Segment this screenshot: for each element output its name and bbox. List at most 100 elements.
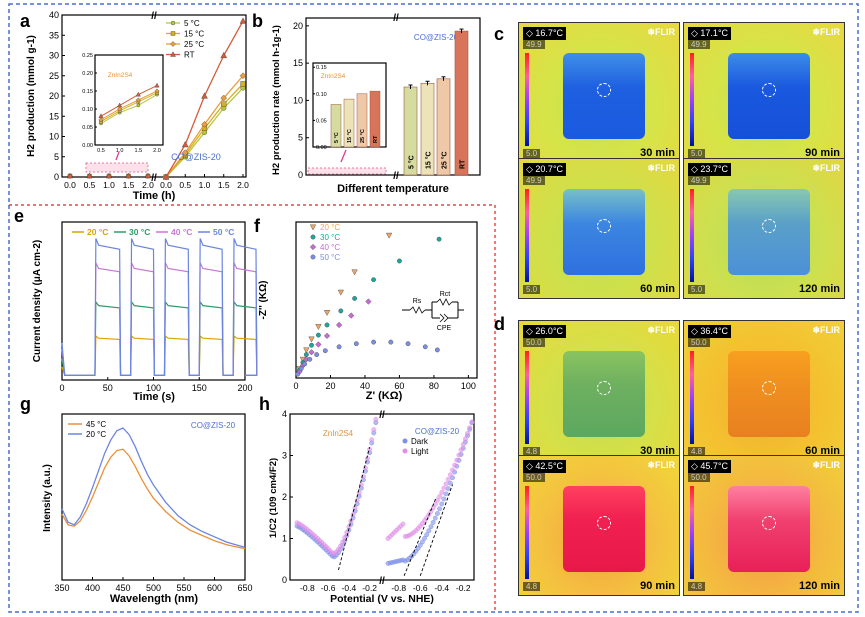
data-point-f xyxy=(365,298,372,305)
elapsed-time-label: 60 min xyxy=(640,283,675,295)
elapsed-time-label: 120 min xyxy=(799,283,840,295)
x-tick-label-h: -0.4 xyxy=(434,583,449,593)
data-point-a xyxy=(201,92,208,99)
y-axis-label-h: 1/C2 (109 cm4/F2) xyxy=(268,458,279,538)
x-tick-label-h: -0.6 xyxy=(321,583,336,593)
panel-h: // // 0 1 2 3 4 -0.8 -0.6 -0.4 -0.2 -0.8 -0.6 -0.4 -0.… xyxy=(268,409,475,605)
circuit-label-cpe: CPE xyxy=(437,325,452,332)
highlight-arrow-a xyxy=(115,151,120,161)
data-point-f xyxy=(302,361,308,367)
series-label-g: CO@ZIS-20 xyxy=(191,421,236,430)
inset-bar-b xyxy=(369,90,381,148)
inset-y-tick-label-b: 0.15 xyxy=(316,65,327,71)
legend-label-g: 20 °C xyxy=(86,430,106,439)
panel-label-e: e xyxy=(14,206,24,226)
thermal-color-scale xyxy=(525,53,529,146)
temperature-readout: ◇ 26.0°C xyxy=(523,325,567,338)
data-point-h xyxy=(437,494,442,499)
inset-y-tick-label-a: 0.15 xyxy=(82,89,93,95)
x-tick-label-a: 1.5 xyxy=(123,180,135,190)
temperature-readout: ◇ 42.5°C xyxy=(523,460,567,473)
inset-x-tick-label-a: 0.5 xyxy=(97,148,105,154)
data-point-h xyxy=(430,520,436,525)
x-tick-label-g: 650 xyxy=(237,583,252,593)
y-tick-label-a: 35 xyxy=(49,30,59,40)
tangent-line-h-right-dark xyxy=(419,484,453,576)
thermal-image: ◇ 20.7°C ❄FLIR 49.9 5.0 60 min xyxy=(518,158,680,299)
flir-logo: ❄FLIR xyxy=(812,27,840,37)
data-point-a-left xyxy=(106,172,112,179)
x-axis-label-f: Z' (KΩ) xyxy=(366,390,403,402)
x-axis-label-a: Time (h) xyxy=(133,190,176,202)
data-point-f xyxy=(338,308,344,314)
data-point-h xyxy=(435,511,440,516)
temperature-readout: ◇ 17.1°C xyxy=(688,27,732,40)
axis-break-mark-h-bottom: // xyxy=(379,576,385,587)
y-tick-label-a: 40 xyxy=(49,10,59,20)
inset-bar-label-b: RT xyxy=(373,135,379,143)
legend-marker-h xyxy=(402,448,408,454)
data-point-f xyxy=(336,344,342,350)
inset-x-tick-label-a: 1.0 xyxy=(116,148,124,154)
data-point-f xyxy=(295,371,301,377)
temperature-readout: ◇ 36.4°C xyxy=(688,325,732,338)
data-point-h xyxy=(462,436,468,442)
inset-bar-label-b: 25 °C xyxy=(360,129,366,143)
inset-bar-label-b: 15 °C xyxy=(347,129,353,143)
inset-y-tick-label-b: 0.00 xyxy=(316,145,327,151)
y-tick-label-h: 4 xyxy=(282,409,287,419)
highlight-arrow-b xyxy=(340,149,347,163)
data-point-h xyxy=(458,447,464,453)
data-point-f xyxy=(351,269,358,276)
data-point-h xyxy=(422,535,427,541)
data-point-h xyxy=(342,535,348,540)
thermal-image: ◇ 26.0°C ❄FLIR 50.0 4.8 30 min xyxy=(518,320,680,461)
inset-y-tick-label-a: 0.20 xyxy=(82,71,93,77)
circuit-label-rs: Rs xyxy=(413,298,422,305)
scale-min-value: 4.8 xyxy=(523,582,541,591)
thermal-color-scale xyxy=(525,351,529,444)
legend-label-e: 20 °C xyxy=(87,227,108,237)
legend-label-a: RT xyxy=(184,51,195,60)
inset-y-tick-label-b: 0.05 xyxy=(316,118,327,124)
legend-label-f: 50 °C xyxy=(320,253,340,262)
data-point-h xyxy=(338,543,343,549)
data-point-f xyxy=(336,321,343,329)
y-tick-label-a: 0 xyxy=(54,172,59,182)
data-point-h xyxy=(439,501,445,507)
x-tick-label-f: 20 xyxy=(325,381,335,391)
highlight-box-a xyxy=(85,162,149,173)
legend-marker-a xyxy=(170,20,176,26)
data-point-a-left xyxy=(86,172,93,179)
scale-max-value: 49.9 xyxy=(688,40,710,49)
panel-e: 0 50 100 150 200 Time (s) Current density (μA … xyxy=(32,221,258,403)
legend-marker-f xyxy=(309,243,317,251)
legend-label-a: 5 °C xyxy=(184,19,200,28)
x-tick-label-h: -0.2 xyxy=(456,583,471,593)
thermal-image: ◇ 16.7°C ❄FLIR 49.9 5.0 30 min xyxy=(518,22,680,163)
axes-frame-b xyxy=(305,17,481,176)
data-point-a xyxy=(201,121,208,128)
inset-data-point-a xyxy=(154,88,160,94)
legend-label-h: Light xyxy=(411,447,429,456)
x-tick-label-e: 50 xyxy=(103,383,113,393)
scale-max-value: 49.9 xyxy=(688,176,710,185)
axis-break-mark-a: // xyxy=(151,11,157,22)
data-point-h xyxy=(467,425,473,431)
data-point-f xyxy=(322,348,328,354)
inset-data-point-a xyxy=(135,97,141,103)
y-tick-label-a: 30 xyxy=(49,51,59,61)
y-tick-label-a: 15 xyxy=(49,111,59,121)
thermal-color-scale xyxy=(690,53,694,146)
x-tick-label-a: 2.0 xyxy=(142,180,154,190)
data-point-f xyxy=(316,332,321,338)
data-point-h xyxy=(445,486,451,491)
scale-min-value: 5.0 xyxy=(688,149,706,158)
panel-label-h: h xyxy=(259,394,270,414)
data-point-h xyxy=(452,462,458,468)
series-line-e-1 xyxy=(61,300,258,376)
data-point-f xyxy=(314,352,320,357)
data-point-h xyxy=(450,467,455,473)
scale-max-value: 50.0 xyxy=(688,338,710,347)
legend-label-h: Dark xyxy=(411,437,429,446)
